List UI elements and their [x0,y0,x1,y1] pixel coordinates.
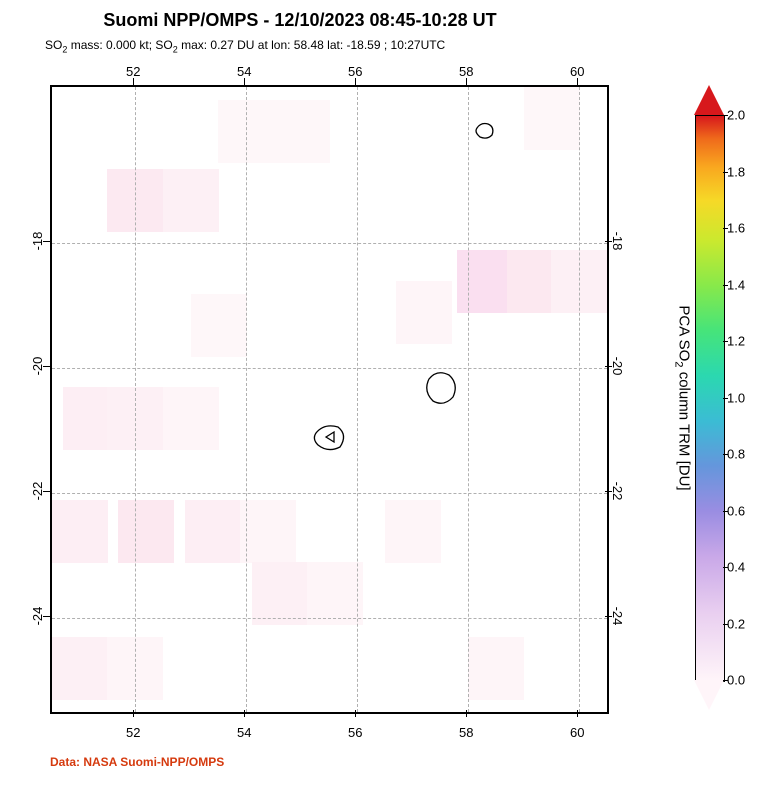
heatmap-cell [385,500,441,563]
x-tick-mark [355,78,356,85]
colorbar-tick-label: 0.0 [727,673,745,688]
colorbar-tick-mark [723,398,728,399]
heatmap-cell [252,562,308,625]
x-tick-label-bottom: 60 [570,725,584,740]
grid-line-horizontal [52,618,607,619]
x-tick-mark [244,710,245,717]
colorbar-tick-label: 1.0 [727,390,745,405]
heatmap-cell [524,87,580,150]
x-tick-mark [466,78,467,85]
map-plot-area [50,85,609,714]
colorbar-tick-label: 1.6 [727,221,745,236]
x-tick-label-bottom: 54 [237,725,251,740]
y-tick-mark [605,241,612,242]
x-tick-label-bottom: 58 [459,725,473,740]
colorbar: 0.00.20.40.60.81.01.21.41.61.82.0 PCA SO… [695,85,735,710]
figure-container: Suomi NPP/OMPS - 12/10/2023 08:45-10:28 … [0,0,775,800]
figure-subtitle: SO2 mass: 0.000 kt; SO2 max: 0.27 DU at … [45,38,445,54]
colorbar-tick-label: 2.0 [727,108,745,123]
y-tick-mark [605,491,612,492]
y-tick-mark [605,366,612,367]
colorbar-label: PCA SO2 column TRM [DU] [672,305,692,490]
x-tick-mark [577,710,578,717]
x-tick-mark [133,78,134,85]
data-credit: Data: NASA Suomi-NPP/OMPS [50,755,224,769]
colorbar-tick-label: 1.8 [727,164,745,179]
y-tick-label-right: -22 [610,482,625,501]
colorbar-tick-mark [723,454,728,455]
colorbar-over-arrow-icon [694,85,724,115]
x-tick-mark [355,710,356,717]
x-tick-label-top: 56 [348,64,362,79]
y-tick-label-right: -20 [610,357,625,376]
island-rodrigues [463,109,507,153]
grid-line-horizontal [52,493,607,494]
colorbar-tick-mark [723,172,728,173]
x-tick-label-top: 52 [126,64,140,79]
x-tick-mark [244,78,245,85]
heatmap-cell [163,387,219,450]
heatmap-cell [52,637,108,700]
colorbar-tick-mark [723,341,728,342]
heatmap-cell [457,250,513,313]
x-tick-label-top: 58 [459,64,473,79]
x-tick-label-bottom: 52 [126,725,140,740]
colorbar-tick-mark [723,680,728,681]
colorbar-tick-mark [723,511,728,512]
colorbar-tick-mark [723,228,728,229]
y-tick-label-right: -18 [610,232,625,251]
heatmap-cell [396,281,452,344]
colorbar-tick-mark [723,624,728,625]
colorbar-tick-label: 0.4 [727,560,745,575]
y-tick-mark [43,616,50,617]
figure-title: Suomi NPP/OMPS - 12/10/2023 08:45-10:28 … [0,10,600,31]
heatmap-cell [274,100,330,163]
heatmap-cell [191,294,247,357]
colorbar-tick-label: 0.6 [727,503,745,518]
colorbar-tick-label: 1.2 [727,334,745,349]
heatmap-cell [307,562,363,625]
x-tick-mark [133,710,134,717]
heatmap-cell [118,500,174,563]
heatmap-cell [468,637,524,700]
y-tick-mark [43,366,50,367]
grid-line-horizontal [52,368,607,369]
colorbar-tick-mark [723,115,728,116]
x-tick-mark [466,710,467,717]
x-tick-mark [577,78,578,85]
grid-line-horizontal [52,243,607,244]
heatmap-cell [163,169,219,232]
colorbar-tick-label: 0.2 [727,616,745,631]
x-tick-label-bottom: 56 [348,725,362,740]
x-tick-label-top: 54 [237,64,251,79]
colorbar-tick-label: 0.8 [727,447,745,462]
colorbar-tick-mark [723,285,728,286]
y-tick-label-right: -24 [610,607,625,626]
colorbar-tick-mark [723,567,728,568]
y-tick-mark [605,616,612,617]
heatmap-cell [240,500,296,563]
colorbar-under-arrow-icon [694,680,724,710]
heatmap-cell [185,500,241,563]
heatmap-cell [52,500,108,563]
island-mauritius [419,365,463,409]
colorbar-gradient [695,115,725,682]
y-tick-mark [43,241,50,242]
colorbar-tick-label: 1.4 [727,277,745,292]
y-tick-mark [43,491,50,492]
x-tick-label-top: 60 [570,64,584,79]
island-reunion [308,415,352,459]
